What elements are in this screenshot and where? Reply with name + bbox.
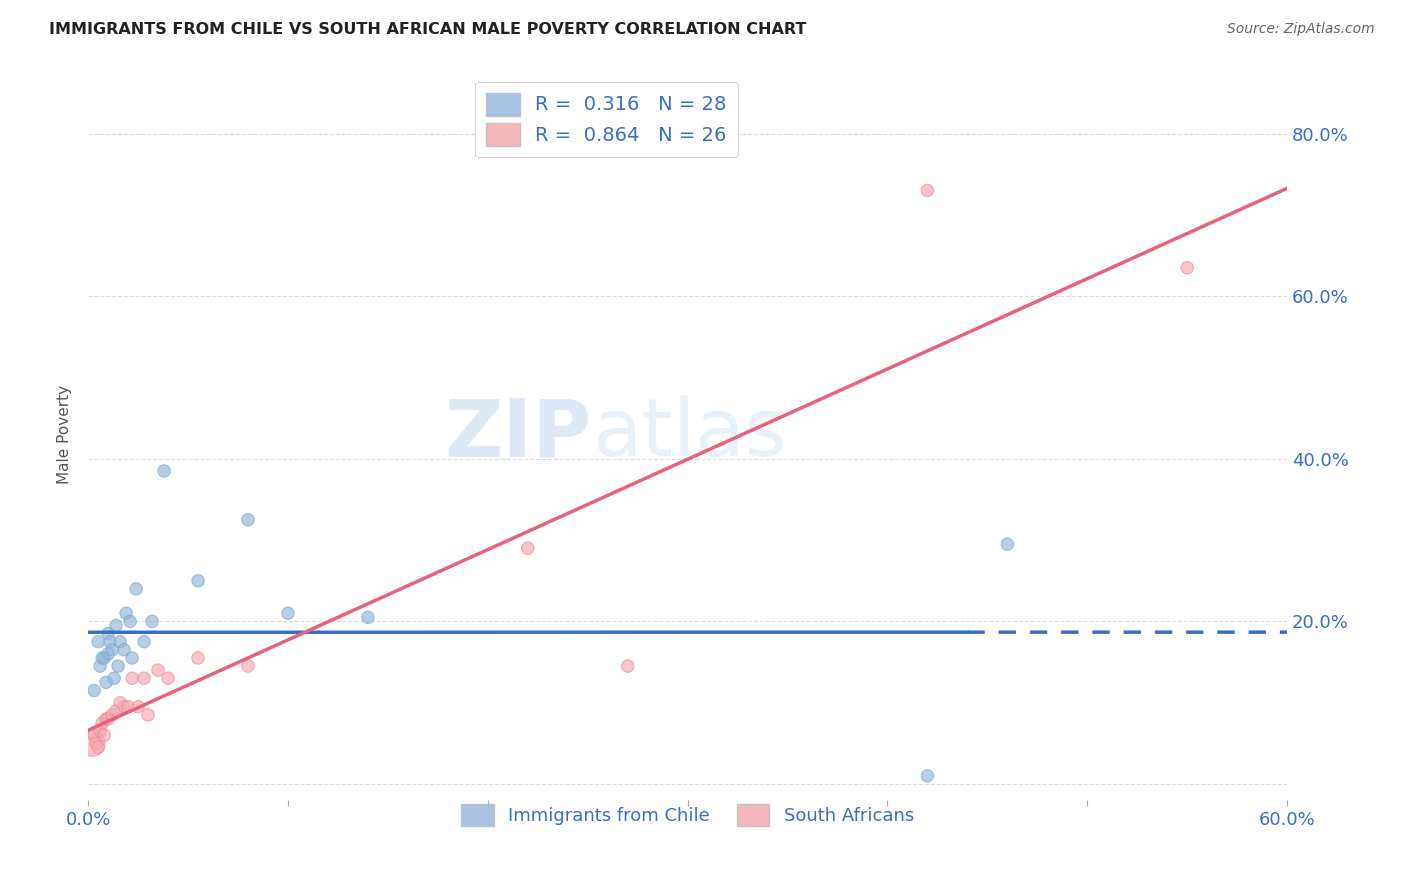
Point — [125, 582, 148, 596]
Point — [97, 647, 120, 661]
Point — [357, 610, 380, 624]
Point — [107, 659, 129, 673]
Point — [516, 541, 538, 556]
Point — [93, 728, 115, 742]
Point — [101, 642, 124, 657]
Point — [105, 704, 128, 718]
Point — [97, 712, 120, 726]
Point — [94, 675, 117, 690]
Point — [120, 615, 142, 629]
Text: atlas: atlas — [592, 395, 786, 474]
Point — [153, 464, 176, 478]
Point — [82, 736, 104, 750]
Point — [127, 699, 149, 714]
Point — [97, 626, 120, 640]
Point — [87, 634, 110, 648]
Point — [277, 606, 299, 620]
Point — [108, 634, 131, 648]
Text: Source: ZipAtlas.com: Source: ZipAtlas.com — [1227, 22, 1375, 37]
Point — [132, 634, 155, 648]
Point — [108, 696, 131, 710]
Point — [94, 712, 117, 726]
Point — [115, 606, 138, 620]
Point — [616, 659, 638, 673]
Point — [187, 574, 209, 588]
Point — [236, 659, 259, 673]
Point — [105, 618, 128, 632]
Point — [141, 615, 163, 629]
Point — [917, 184, 939, 198]
Point — [995, 537, 1018, 551]
Point — [91, 651, 114, 665]
Point — [93, 651, 115, 665]
Point — [121, 651, 143, 665]
Point — [117, 699, 139, 714]
Point — [103, 671, 125, 685]
Point — [157, 671, 180, 685]
Point — [112, 699, 135, 714]
Point — [83, 728, 105, 742]
Point — [83, 683, 105, 698]
Point — [98, 634, 121, 648]
Point — [917, 769, 939, 783]
Text: ZIP: ZIP — [444, 395, 592, 474]
Text: IMMIGRANTS FROM CHILE VS SOUTH AFRICAN MALE POVERTY CORRELATION CHART: IMMIGRANTS FROM CHILE VS SOUTH AFRICAN M… — [49, 22, 807, 37]
Point — [84, 736, 107, 750]
Y-axis label: Male Poverty: Male Poverty — [58, 384, 72, 484]
Point — [136, 707, 159, 722]
Point — [101, 707, 124, 722]
Point — [146, 663, 169, 677]
Legend: Immigrants from Chile, South Africans: Immigrants from Chile, South Africans — [453, 795, 924, 835]
Point — [132, 671, 155, 685]
Point — [89, 724, 111, 739]
Point — [87, 740, 110, 755]
Point — [112, 642, 135, 657]
Point — [1175, 260, 1198, 275]
Point — [121, 671, 143, 685]
Point — [187, 651, 209, 665]
Point — [91, 716, 114, 731]
Point — [89, 659, 111, 673]
Point — [236, 513, 259, 527]
